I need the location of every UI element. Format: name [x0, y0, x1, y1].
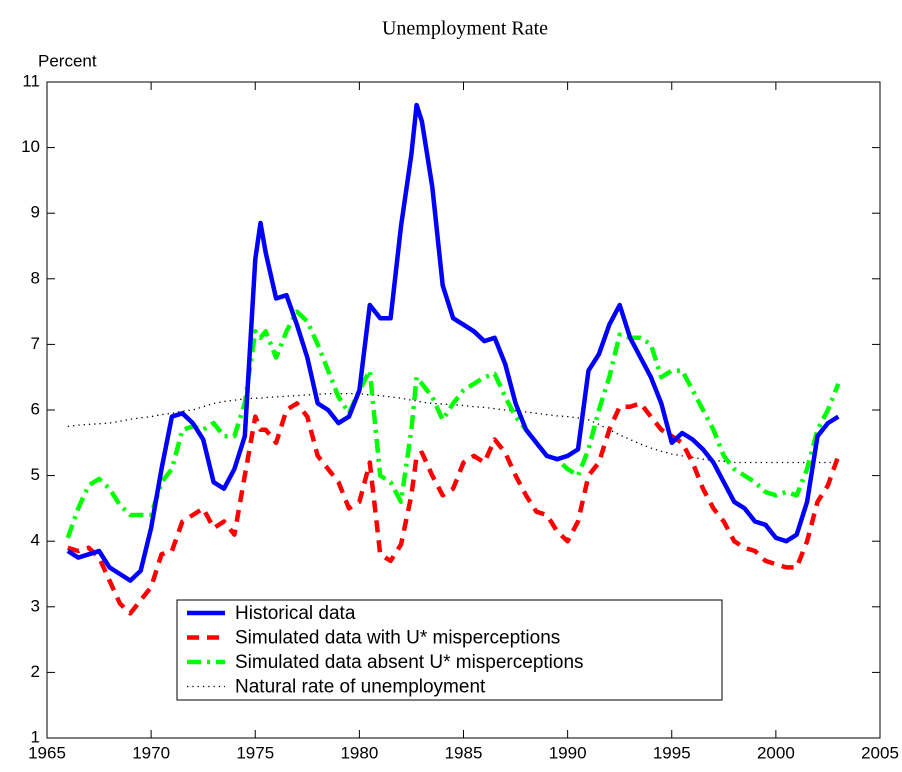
y-tick-label: 3 — [31, 596, 40, 615]
series-line — [67, 401, 841, 616]
y-tick-label: 4 — [31, 531, 40, 550]
y-tick-label: 6 — [31, 399, 40, 418]
x-tick-label: 1965 — [28, 743, 66, 762]
series-line — [65, 309, 841, 539]
y-tick-label: 8 — [31, 268, 40, 287]
legend-box — [176, 599, 723, 701]
chart-title: Unemployment Rate — [382, 18, 548, 40]
x-tick-label: 1975 — [236, 743, 274, 762]
legend-label: Simulated data absent U* misperceptions — [235, 652, 584, 673]
x-tick-label: 1985 — [445, 743, 483, 762]
y-tick-label: 11 — [22, 71, 40, 90]
legend-label: Historical data — [235, 603, 356, 624]
legend-label: Natural rate of unemployment — [235, 677, 486, 698]
series-line — [67, 392, 839, 464]
x-tick-label: 1970 — [132, 743, 170, 762]
y-tick-label: 5 — [31, 465, 40, 484]
y-tick-label: 2 — [31, 662, 40, 681]
y-tick-label: 7 — [31, 334, 40, 353]
x-tick-label: 1995 — [653, 743, 691, 762]
x-tick-label: 1990 — [549, 743, 587, 762]
y-axis-label: Percent — [38, 51, 97, 70]
x-tick-label: 2000 — [757, 743, 795, 762]
y-tick-label: 1 — [31, 727, 40, 746]
y-tick-label: 10 — [21, 137, 40, 156]
series-line — [66, 102, 840, 583]
y-tick-label: 9 — [31, 203, 40, 222]
x-tick-label: 2005 — [861, 743, 899, 762]
x-tick-label: 1980 — [340, 743, 378, 762]
legend-label: Simulated data with U* misperceptions — [235, 628, 560, 649]
